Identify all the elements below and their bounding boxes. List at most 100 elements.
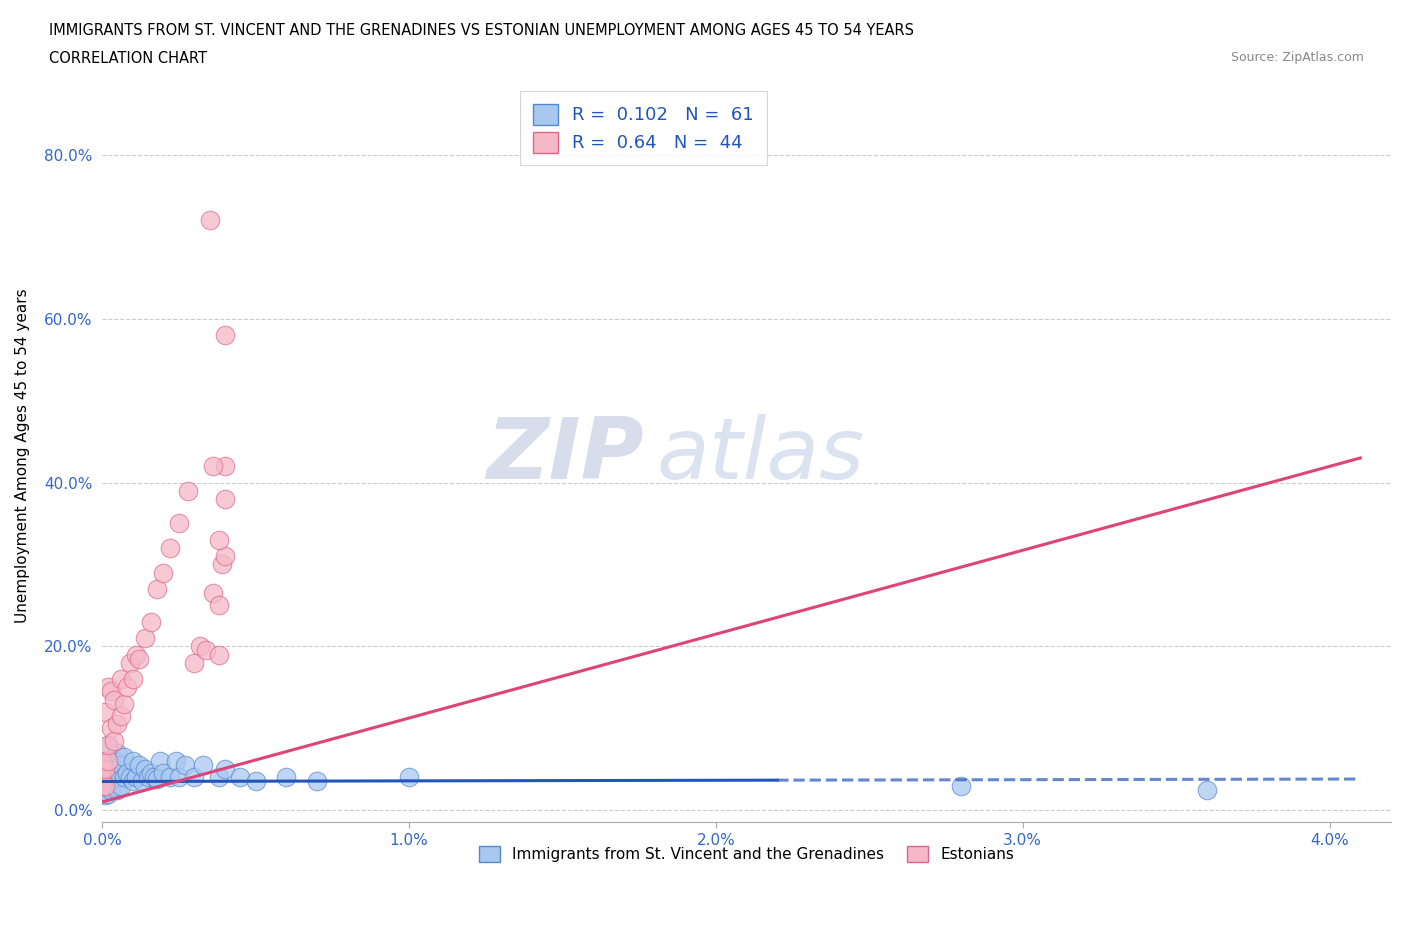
Point (91, 753, 114, 768)
Point (214, 491, 236, 506)
Point (121, 753, 143, 768)
Point (91, 777, 114, 791)
Point (214, 549, 236, 564)
Point (152, 565, 174, 580)
Point (208, 533, 231, 548)
Point (201, 586, 224, 601)
Point (201, 458, 224, 473)
Point (128, 758, 150, 773)
Point (950, 778, 973, 793)
Point (91, 762, 114, 777)
Point (134, 631, 156, 645)
Point (94, 777, 117, 791)
Point (229, 770, 252, 785)
Point (103, 692, 125, 707)
Point (97, 680, 120, 695)
Point (183, 656, 205, 671)
Point (97, 737, 120, 752)
Point (177, 484, 200, 498)
Text: atlas: atlas (657, 415, 865, 498)
Point (107, 745, 129, 760)
Text: IMMIGRANTS FROM ST. VINCENT AND THE GRENADINES VS ESTONIAN UNEMPLOYMENT AMONG AG: IMMIGRANTS FROM ST. VINCENT AND THE GREN… (49, 23, 914, 38)
Point (125, 770, 148, 785)
Point (97, 753, 120, 768)
Point (97, 770, 120, 785)
Point (128, 651, 150, 666)
Point (214, 458, 236, 473)
Point (118, 656, 141, 671)
Point (115, 680, 138, 695)
Point (159, 770, 181, 785)
Point (110, 709, 132, 724)
Point (276, 770, 298, 785)
Point (141, 615, 163, 630)
Point (103, 733, 125, 748)
Point (136, 770, 159, 785)
Point (110, 778, 132, 793)
Point (94, 758, 117, 773)
Point (94, 772, 117, 787)
Point (91, 782, 114, 797)
Point (112, 770, 135, 785)
Point (91, 787, 114, 802)
Point (118, 770, 141, 785)
Point (167, 770, 190, 785)
Legend: Immigrants from St. Vincent and the Grenadines, Estonians: Immigrants from St. Vincent and the Gren… (471, 839, 1022, 870)
Point (107, 770, 129, 785)
Point (134, 762, 156, 777)
Point (110, 758, 132, 773)
Point (305, 774, 328, 789)
Point (94, 779, 117, 794)
Text: ZIP: ZIP (486, 415, 644, 498)
Point (193, 758, 215, 773)
Point (211, 557, 233, 572)
Point (121, 774, 143, 789)
Text: CORRELATION CHART: CORRELATION CHART (49, 51, 207, 66)
Point (91, 774, 114, 789)
Point (91, 773, 114, 788)
Point (91, 770, 114, 785)
Point (110, 671, 132, 686)
Point (183, 770, 205, 785)
Point (94, 785, 117, 800)
Point (188, 639, 211, 654)
Point (94, 778, 117, 793)
Point (103, 778, 125, 793)
Point (100, 782, 122, 797)
Point (125, 647, 148, 662)
Point (121, 671, 143, 686)
Point (208, 598, 231, 613)
Point (100, 774, 122, 789)
Point (174, 758, 197, 773)
Point (208, 770, 231, 785)
Y-axis label: Unemployment Among Ages 45 to 54 years: Unemployment Among Ages 45 to 54 years (15, 288, 30, 623)
Point (100, 721, 122, 736)
Point (146, 772, 169, 787)
Point (100, 684, 122, 698)
Point (152, 765, 174, 780)
Point (100, 762, 122, 777)
Point (1195, 782, 1218, 797)
Point (94, 704, 117, 719)
Point (97, 787, 120, 802)
Point (398, 770, 420, 785)
Point (198, 213, 221, 228)
Point (115, 765, 138, 780)
Point (91, 765, 114, 780)
Point (94, 762, 117, 777)
Point (91, 770, 114, 785)
Point (112, 750, 135, 764)
Point (94, 788, 117, 803)
Point (214, 327, 236, 342)
Text: Source: ZipAtlas.com: Source: ZipAtlas.com (1230, 51, 1364, 64)
Point (245, 774, 267, 789)
Point (91, 779, 114, 794)
Point (195, 643, 218, 658)
Point (167, 516, 190, 531)
Point (103, 753, 125, 768)
Point (107, 782, 129, 797)
Point (141, 765, 163, 780)
Point (107, 717, 129, 732)
Point (149, 753, 172, 768)
Point (91, 778, 114, 793)
